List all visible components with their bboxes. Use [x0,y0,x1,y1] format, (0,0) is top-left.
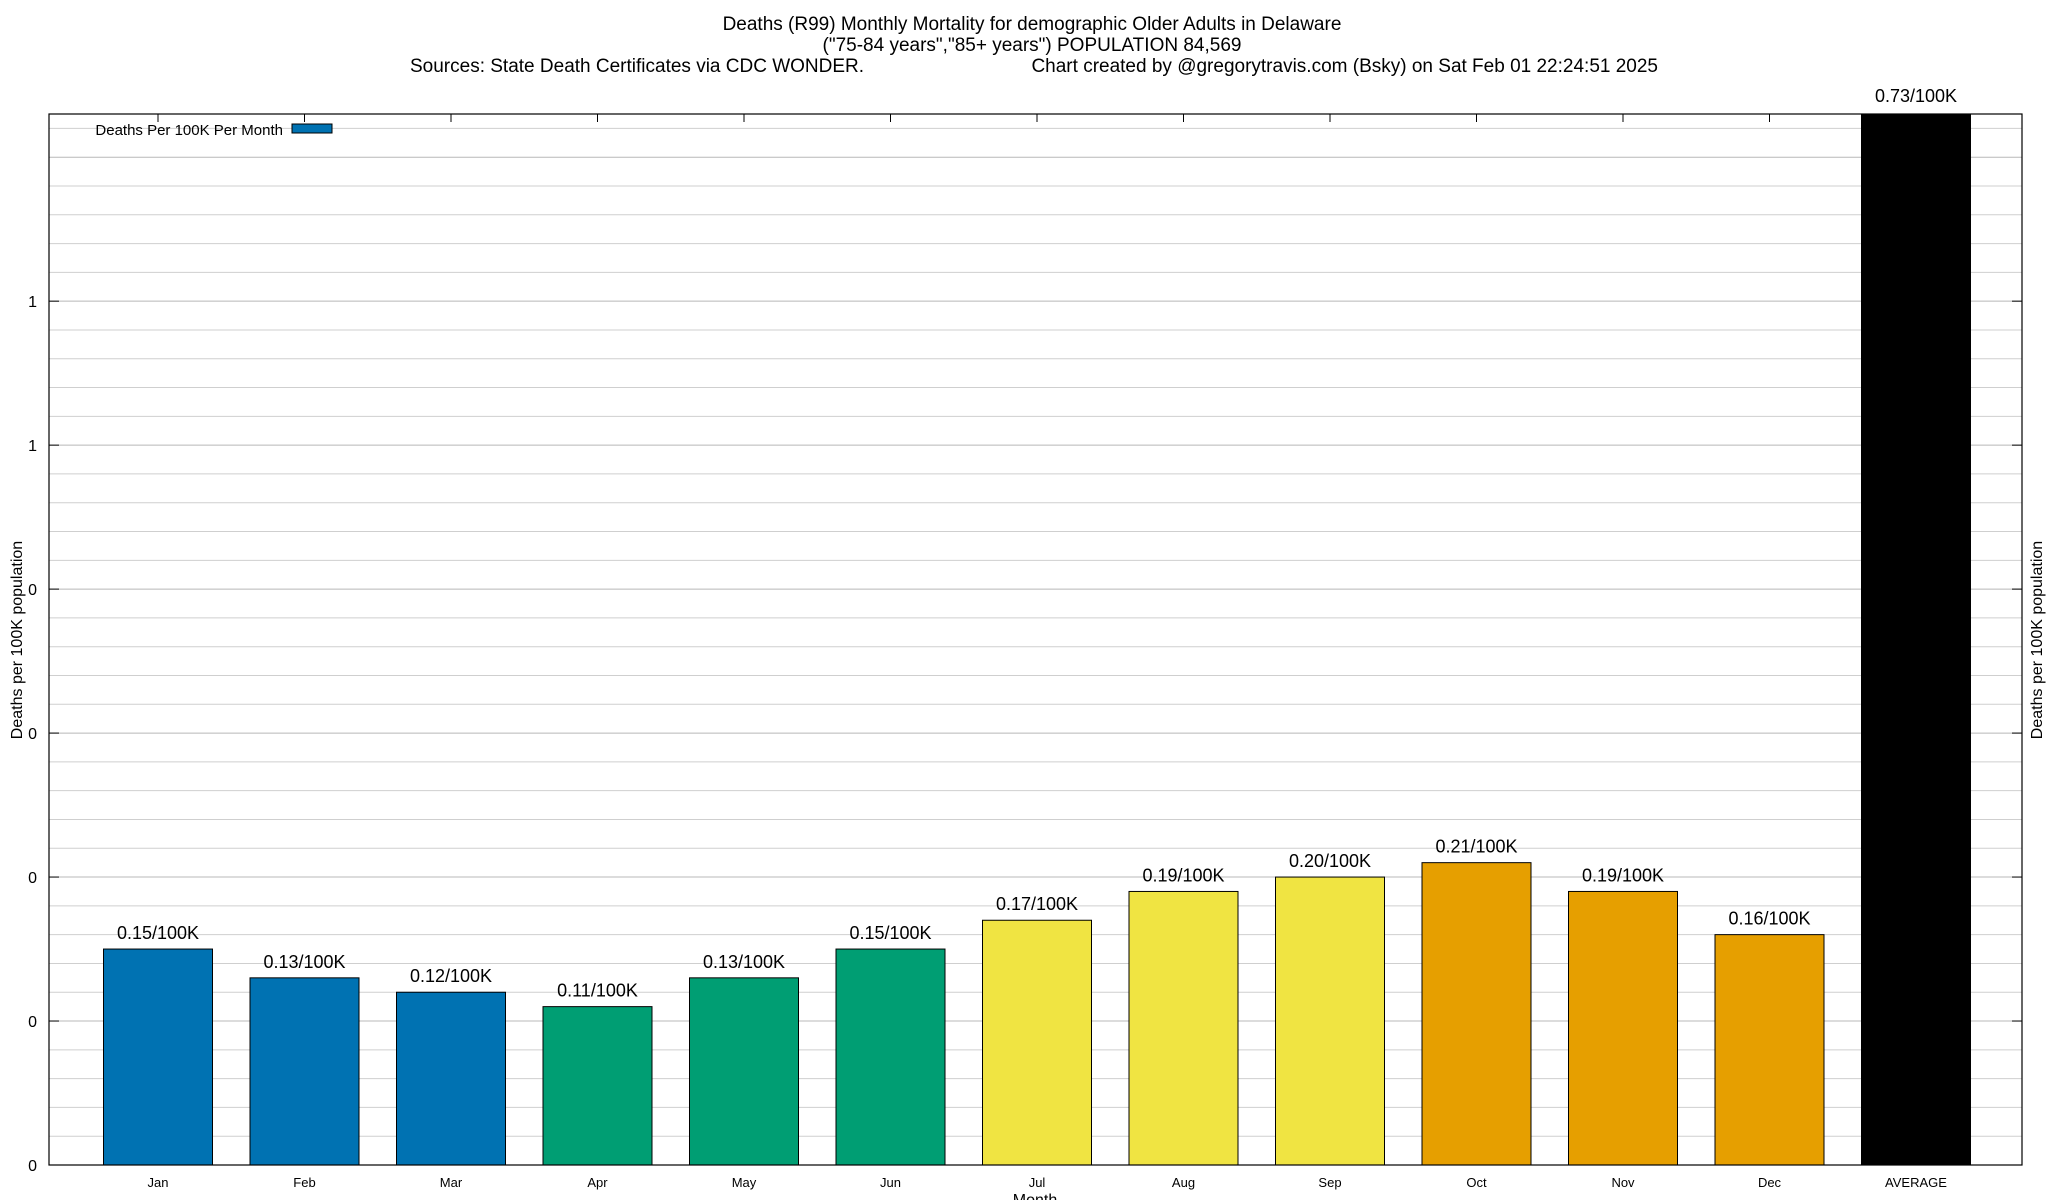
bar-sep [1275,876,1385,1166]
plot-frame [48,113,2023,1166]
y-tick-label: 0 [28,870,37,887]
data-label-average: 0.73/100K [1875,86,1957,106]
chart-source-text: Sources: State Death Certificates via CD… [410,56,864,77]
data-label-aug: 0.19/100K [1142,865,1224,885]
x-tick-label-jan: Jan [148,1175,169,1190]
legend-swatch [291,123,333,134]
data-label-dec: 0.16/100K [1728,909,1810,929]
data-label-jun: 0.15/100K [849,923,931,943]
legend-label: Deaths Per 100K Per Month [95,122,283,139]
y-tick-label: 0 [28,1158,37,1175]
x-axis-label: Month [1013,1192,1057,1200]
data-label-jul: 0.17/100K [996,894,1078,914]
data-labels: 0.15/100K 0.13/100K 0.12/100K 0.11/100K 0.13… [117,86,1957,1001]
x-tick-label-dec: Dec [1758,1175,1782,1190]
chart-title-line-2: ("75-84 years","85+ years") POPULATION 8… [823,35,1242,56]
data-label-jan: 0.15/100K [117,923,199,943]
bar-nov [1568,890,1678,1166]
data-label-may: 0.13/100K [703,952,785,972]
bars [103,113,1971,1166]
x-tick-label-oct: Oct [1466,1175,1487,1190]
x-tick-label-jun: Jun [880,1175,901,1190]
data-label-oct: 0.21/100K [1435,837,1517,857]
bar-may [689,977,799,1166]
y-tick-label: 0 [28,726,37,743]
x-tick-label-aug: Aug [1172,1175,1195,1190]
bar-oct [1421,862,1532,1166]
x-tick-label-average: AVERAGE [1885,1175,1947,1190]
data-label-apr: 0.11/100K [557,981,638,1001]
y-axis-label-left: Deaths per 100K population [9,541,26,739]
x-tick-label-may: May [732,1175,757,1190]
bar-jan [103,948,213,1166]
y-axis-label-right: Deaths per 100K population [2029,541,2046,739]
x-tick-label-nov: Nov [1611,1175,1635,1190]
legend: Deaths Per 100K Per Month [95,122,333,139]
bar-average [1861,113,1971,1166]
bar-jul [982,919,1092,1166]
data-label-sep: 0.20/100K [1289,851,1371,871]
y-tick-label: 1 [28,438,37,455]
chart-title: Deaths (R99) Monthly Mortality for demog… [410,14,1658,77]
x-axis-ticks: Jan Feb Mar Apr May Jun Jul Aug Sep Oct Nov Dec AVER… [148,114,1947,1190]
data-label-mar: 0.12/100K [410,966,492,986]
y-tick-label: 1 [28,294,37,311]
x-tick-label-mar: Mar [440,1175,463,1190]
gridlines [49,127,2022,1137]
bar-jun [835,948,946,1166]
x-tick-label-sep: Sep [1318,1175,1341,1190]
bar-feb [249,977,360,1166]
bar-apr [542,1006,653,1166]
data-label-feb: 0.13/100K [263,952,345,972]
chart-title-line-1: Deaths (R99) Monthly Mortality for demog… [723,14,1342,35]
x-tick-label-apr: Apr [587,1175,608,1190]
bar-aug [1128,890,1239,1166]
y-tick-label: 0 [28,582,37,599]
bar-dec [1714,934,1825,1166]
data-label-nov: 0.19/100K [1582,865,1664,885]
x-tick-label-jul: Jul [1029,1175,1046,1190]
chart-credit-text: Chart created by @gregorytravis.com (Bsk… [1031,56,1658,77]
y-tick-label: 0 [28,1014,37,1031]
x-tick-label-feb: Feb [293,1175,315,1190]
bar-mar [396,991,506,1166]
